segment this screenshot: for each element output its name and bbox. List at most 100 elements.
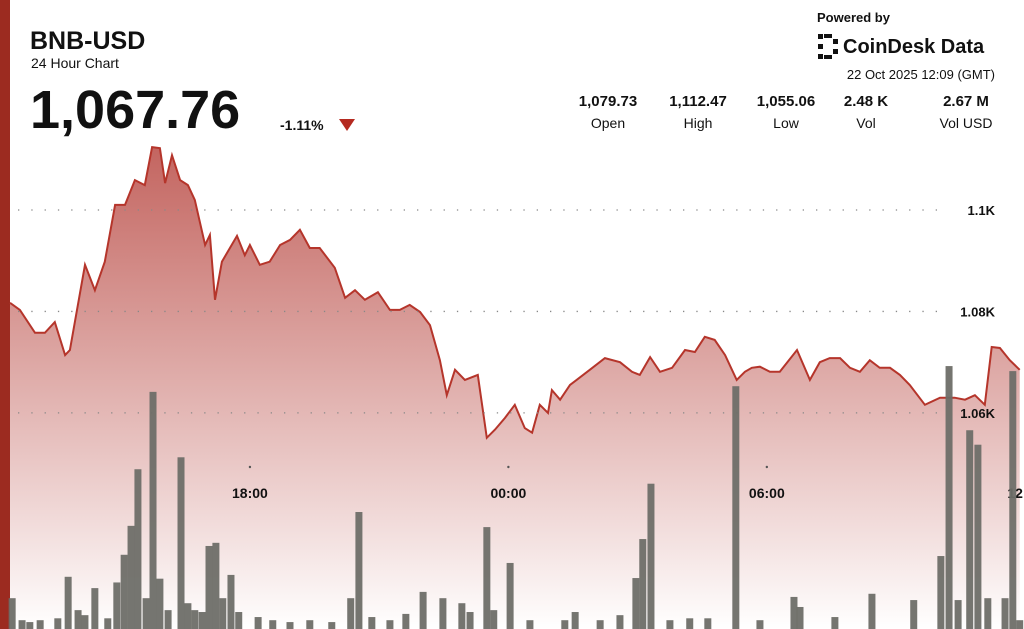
stat-value: 1,055.06 [757,93,815,110]
price-line [9,145,1021,440]
volume-bar [227,574,235,629]
volume-bar [490,610,498,629]
volume-bar [36,620,44,629]
logo [818,34,838,59]
volume-bar [386,620,394,629]
volume-bar [984,598,992,629]
volume-bar [616,615,624,629]
volume-bar [64,576,72,629]
volume-bar [149,391,157,629]
accent-strip [0,0,10,629]
volume-bar [81,615,89,629]
volume-bar [966,430,974,629]
volume-bar [561,620,569,629]
powered-by: Powered by [817,10,891,25]
y-tick-label: 1.1K [968,203,996,218]
volume-bar [790,596,798,629]
volume-bar [419,591,427,629]
volume-bar [177,457,185,629]
x-tick-label: 00:00 [490,485,526,501]
volume-bar [219,598,227,629]
volume-bar [156,578,164,629]
volume-bar [269,620,277,629]
stat-label: Open [591,115,625,131]
volume-bar [18,620,26,629]
volume-bar [54,618,62,629]
volume-bar [1001,598,1009,629]
volume-bar [254,617,262,629]
timestamp: 22 Oct 2025 12:09 (GMT) [847,67,995,82]
x-tick [248,465,252,469]
volume-bar [26,622,34,629]
volume-bar [647,483,655,629]
volume-bar [686,618,694,629]
stat-label: High [684,115,713,131]
x-tick-label: 18:00 [232,485,268,501]
volume-bar [134,469,142,629]
volume-bar [104,618,112,629]
volume-bar [506,562,514,629]
volume-bar [198,612,206,629]
brand: CoinDesk Data [843,36,985,58]
volume-bar [1016,620,1024,629]
volume-bar [704,618,712,629]
volume-bar [212,542,220,629]
x-tick [507,465,510,469]
header: BNB-USD 24 Hour Chart 1,067.76 -1.11% Po… [30,10,995,140]
volume-bar [235,612,243,629]
y-tick-label: 1.06K [960,406,995,421]
volume-bar [483,527,491,629]
volume-bar [91,588,99,629]
volume-bar [368,617,376,629]
volume-bar [113,582,121,629]
stat-value: 1,079.73 [579,93,637,110]
volume-bar [458,603,466,629]
volume-bar [142,598,150,629]
x-tick-label: 06:00 [749,485,785,501]
volume-bar [756,620,764,629]
change: -1.11% [280,117,324,133]
subtitle: 24 Hour Chart [31,55,119,71]
volume-bar [8,598,16,629]
volume-bar [355,512,363,629]
price: 1,067.76 [30,80,240,140]
volume-bar [120,554,128,629]
volume-bar [937,556,945,629]
volume-bar [639,539,647,629]
volume-bar [306,620,314,629]
volume-bar [571,612,579,629]
stat-label: Vol USD [940,115,993,131]
volume-bar [910,600,918,629]
price-area [10,147,1020,629]
volume-bar [954,600,962,629]
volume-bar [596,620,604,629]
y-tick-label: 1.08K [960,304,995,319]
title: BNB-USD [30,27,145,55]
volume-bar [1009,371,1017,629]
volume-bar [439,598,447,629]
volume-bar [868,593,876,629]
volume-bar [666,620,674,629]
volume-bar [328,622,336,629]
volume-bar [402,613,410,629]
volume-bar [974,444,982,629]
volume-bar [74,610,82,629]
stats: 1,079.73 Open 1,112.47 High 1,055.06 Low 2.48 … [579,93,993,131]
down-arrow [339,119,355,131]
volume-bar [796,606,804,629]
volume-bar [191,610,199,629]
volume-bar [347,598,355,629]
stat-value: 1,112.47 [669,93,727,110]
volume-bar [164,610,172,629]
stat-label: Vol [856,115,875,131]
volume-bar [831,617,839,629]
volume-bar [732,386,740,629]
stat-label: Low [773,115,800,131]
volume-bar [127,525,135,629]
stat-value: 2.67 M [943,93,989,110]
volume-bar [286,622,294,629]
stat-value: 2.48 K [844,93,888,110]
